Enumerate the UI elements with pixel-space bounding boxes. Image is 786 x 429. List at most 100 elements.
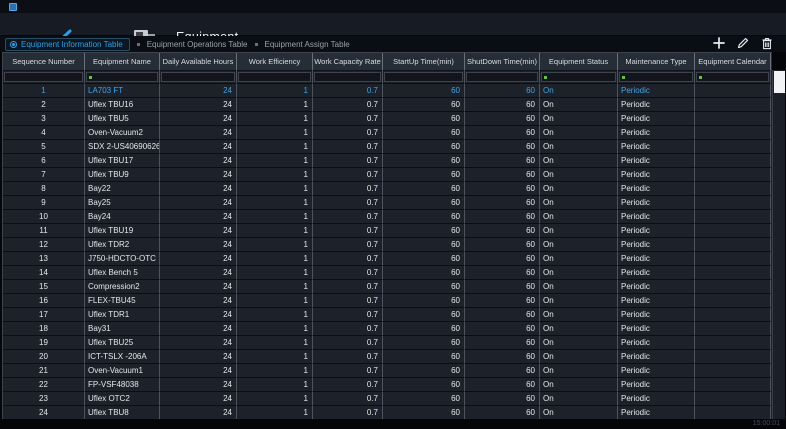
cell-hours[interactable]: 24 bbox=[160, 112, 237, 126]
cell-shutdown[interactable]: 60 bbox=[465, 98, 540, 112]
cell-status[interactable]: On bbox=[540, 364, 618, 378]
table-row[interactable]: 23 Uflex OTC2 24 1 0.7 60 60 On Periodic bbox=[3, 392, 772, 406]
column-header-hours[interactable]: Daily Available Hours bbox=[160, 53, 237, 71]
cell-hours[interactable]: 24 bbox=[160, 350, 237, 364]
cell-seq[interactable]: 16 bbox=[3, 294, 85, 308]
table-row[interactable]: 17 Uflex TDR1 24 1 0.7 60 60 On Periodic bbox=[3, 308, 772, 322]
cell-rate[interactable]: 0.7 bbox=[313, 280, 383, 294]
cell-startup[interactable]: 60 bbox=[383, 294, 465, 308]
cell-eff[interactable]: 1 bbox=[237, 112, 313, 126]
cell-seq[interactable]: 7 bbox=[3, 168, 85, 182]
cell-name[interactable]: Bay22 bbox=[85, 182, 160, 196]
cell-status[interactable]: On bbox=[540, 126, 618, 140]
cell-maintenance[interactable]: Periodic bbox=[618, 154, 695, 168]
cell-calendar[interactable] bbox=[695, 336, 771, 350]
cell-startup[interactable]: 60 bbox=[383, 336, 465, 350]
cell-seq[interactable]: 20 bbox=[3, 350, 85, 364]
cell-maintenance[interactable]: Periodic bbox=[618, 140, 695, 154]
cell-name[interactable]: Uflex TDR2 bbox=[85, 238, 160, 252]
cell-shutdown[interactable]: 60 bbox=[465, 308, 540, 322]
cell-seq[interactable]: 1 bbox=[3, 84, 85, 98]
tab-equipment-operations-table[interactable]: Equipment Operations Table bbox=[147, 40, 248, 49]
cell-startup[interactable]: 60 bbox=[383, 98, 465, 112]
cell-calendar[interactable] bbox=[695, 322, 771, 336]
cell-hours[interactable]: 24 bbox=[160, 126, 237, 140]
cell-seq[interactable]: 13 bbox=[3, 252, 85, 266]
cell-hours[interactable]: 24 bbox=[160, 224, 237, 238]
cell-status[interactable]: On bbox=[540, 154, 618, 168]
cell-hours[interactable]: 24 bbox=[160, 294, 237, 308]
cell-status[interactable]: On bbox=[540, 98, 618, 112]
table-row[interactable]: 1 LA703 FT 24 1 0.7 60 60 On Periodic bbox=[3, 84, 772, 98]
cell-rate[interactable]: 0.7 bbox=[313, 112, 383, 126]
cell-seq[interactable]: 24 bbox=[3, 406, 85, 420]
table-row[interactable]: 21 Oven-Vacuum1 24 1 0.7 60 60 On Periodic bbox=[3, 364, 772, 378]
cell-status[interactable]: On bbox=[540, 224, 618, 238]
cell-startup[interactable]: 60 bbox=[383, 84, 465, 98]
cell-rate[interactable]: 0.7 bbox=[313, 322, 383, 336]
table-row[interactable]: 20 ICT-TSLX -206A 24 1 0.7 60 60 On Periodic bbox=[3, 350, 772, 364]
table-row[interactable]: 10 Bay24 24 1 0.7 60 60 On Periodic bbox=[3, 210, 772, 224]
cell-rate[interactable]: 0.7 bbox=[313, 392, 383, 406]
cell-maintenance[interactable]: Periodic bbox=[618, 322, 695, 336]
cell-rate[interactable]: 0.7 bbox=[313, 252, 383, 266]
cell-shutdown[interactable]: 60 bbox=[465, 336, 540, 350]
cell-name[interactable]: Uflex TBU16 bbox=[85, 98, 160, 112]
vertical-scrollbar[interactable] bbox=[772, 70, 785, 419]
cell-status[interactable]: On bbox=[540, 112, 618, 126]
cell-rate[interactable]: 0.7 bbox=[313, 336, 383, 350]
cell-startup[interactable]: 60 bbox=[383, 280, 465, 294]
cell-hours[interactable]: 24 bbox=[160, 182, 237, 196]
cell-calendar[interactable] bbox=[695, 210, 771, 224]
table-row[interactable]: 14 Uflex Bench 5 24 1 0.7 60 60 On Periodic bbox=[3, 266, 772, 280]
cell-maintenance[interactable]: Periodic bbox=[618, 364, 695, 378]
cell-status[interactable]: On bbox=[540, 210, 618, 224]
cell-startup[interactable]: 60 bbox=[383, 210, 465, 224]
cell-status[interactable]: On bbox=[540, 280, 618, 294]
cell-maintenance[interactable]: Periodic bbox=[618, 98, 695, 112]
cell-calendar[interactable] bbox=[695, 98, 771, 112]
cell-shutdown[interactable]: 60 bbox=[465, 364, 540, 378]
cell-status[interactable]: On bbox=[540, 308, 618, 322]
cell-rate[interactable]: 0.7 bbox=[313, 140, 383, 154]
cell-hours[interactable]: 24 bbox=[160, 84, 237, 98]
cell-startup[interactable]: 60 bbox=[383, 154, 465, 168]
cell-startup[interactable]: 60 bbox=[383, 378, 465, 392]
filter-input-seq[interactable] bbox=[4, 72, 83, 82]
cell-hours[interactable]: 24 bbox=[160, 98, 237, 112]
cell-maintenance[interactable]: Periodic bbox=[618, 308, 695, 322]
cell-shutdown[interactable]: 60 bbox=[465, 126, 540, 140]
cell-name[interactable]: Bay24 bbox=[85, 210, 160, 224]
scrollbar-thumb[interactable] bbox=[774, 71, 785, 93]
cell-maintenance[interactable]: Periodic bbox=[618, 378, 695, 392]
cell-startup[interactable]: 60 bbox=[383, 126, 465, 140]
cell-calendar[interactable] bbox=[695, 112, 771, 126]
cell-calendar[interactable] bbox=[695, 126, 771, 140]
cell-seq[interactable]: 4 bbox=[3, 126, 85, 140]
cell-shutdown[interactable]: 60 bbox=[465, 112, 540, 126]
cell-name[interactable]: J750-HDCTO-OTC bbox=[85, 252, 160, 266]
cell-seq[interactable]: 19 bbox=[3, 336, 85, 350]
cell-startup[interactable]: 60 bbox=[383, 308, 465, 322]
cell-eff[interactable]: 1 bbox=[237, 140, 313, 154]
cell-status[interactable]: On bbox=[540, 294, 618, 308]
cell-status[interactable]: On bbox=[540, 378, 618, 392]
column-header-calendar[interactable]: Equipment Calendar bbox=[695, 53, 771, 71]
cell-maintenance[interactable]: Periodic bbox=[618, 112, 695, 126]
cell-startup[interactable]: 60 bbox=[383, 196, 465, 210]
cell-hours[interactable]: 24 bbox=[160, 392, 237, 406]
cell-hours[interactable]: 24 bbox=[160, 168, 237, 182]
cell-seq[interactable]: 17 bbox=[3, 308, 85, 322]
cell-calendar[interactable] bbox=[695, 378, 771, 392]
cell-calendar[interactable] bbox=[695, 392, 771, 406]
cell-hours[interactable]: 24 bbox=[160, 308, 237, 322]
cell-status[interactable]: On bbox=[540, 266, 618, 280]
delete-button[interactable] bbox=[759, 36, 774, 50]
table-row[interactable]: 11 Uflex TBU19 24 1 0.7 60 60 On Periodic bbox=[3, 224, 772, 238]
cell-eff[interactable]: 1 bbox=[237, 392, 313, 406]
cell-calendar[interactable] bbox=[695, 266, 771, 280]
table-row[interactable]: 4 Oven-Vacuum2 24 1 0.7 60 60 On Periodic bbox=[3, 126, 772, 140]
cell-name[interactable]: LA703 FT bbox=[85, 84, 160, 98]
table-row[interactable]: 24 Uflex TBU8 24 1 0.7 60 60 On Periodic bbox=[3, 406, 772, 420]
cell-maintenance[interactable]: Periodic bbox=[618, 224, 695, 238]
